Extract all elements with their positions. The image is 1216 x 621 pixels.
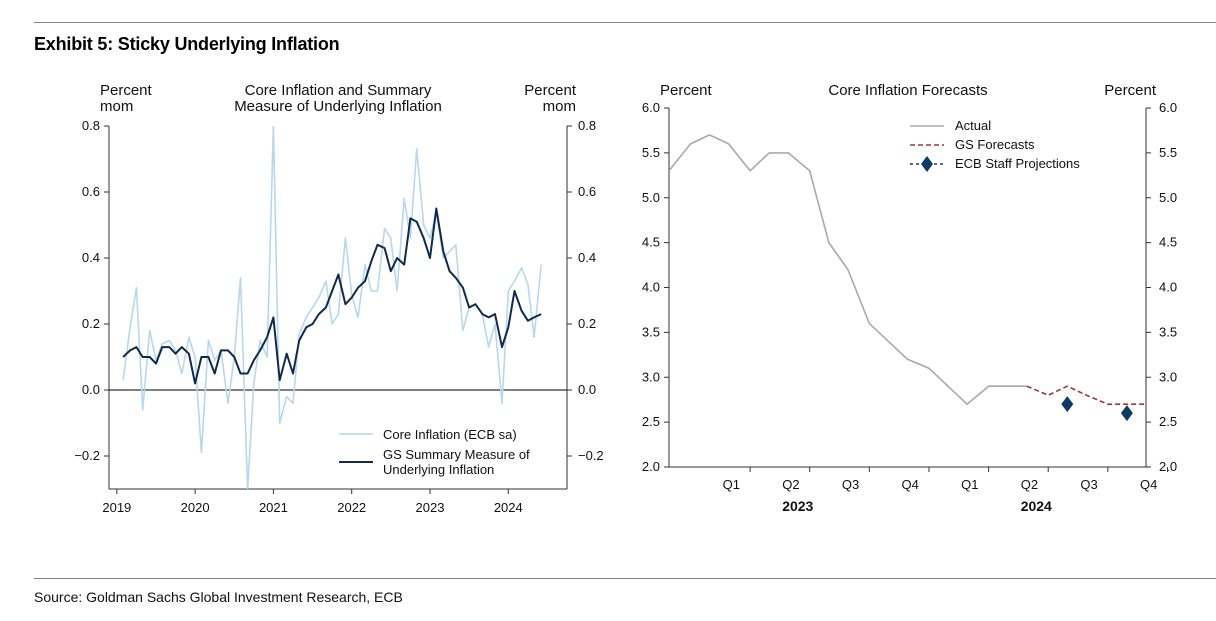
y-tick-label-right: 4.5	[1159, 235, 1177, 250]
legend-label-gs-summary: GS Summary Measure of	[383, 447, 530, 462]
legend-label-gs-forecasts: GS Forecasts	[955, 137, 1035, 152]
legend-swatch-ecb-diamond	[921, 156, 933, 172]
y-tick-label-left: 5.5	[642, 145, 660, 160]
y-tick-label-left: 2.5	[642, 414, 660, 429]
y-tick-label-left: 4.5	[642, 235, 660, 250]
x-quarter-label: Q3	[1080, 477, 1097, 492]
x-year-label: 2023	[782, 498, 813, 514]
x-quarter-label: Q4	[1140, 477, 1157, 492]
y-axis-label-left: mom	[100, 98, 133, 115]
y-tick-label-right: 2.5	[1159, 414, 1177, 429]
legend-label-actual: Actual	[955, 118, 991, 133]
y-axis-label-right: Percent	[1104, 82, 1157, 99]
y-tick-label-right: 5.0	[1159, 190, 1177, 205]
y-axis-label-right: Percent	[524, 82, 577, 99]
x-quarter-label: Q1	[961, 477, 978, 492]
bottom-rule	[34, 578, 1216, 579]
legend-label-ecb: ECB Staff Projections	[955, 156, 1080, 171]
chart-title: Measure of Underlying Inflation	[234, 98, 442, 115]
y-tick-label-right: 3.0	[1159, 369, 1177, 384]
exhibit-title: Exhibit 5: Sticky Underlying Inflation	[34, 34, 340, 54]
y-axis-label-left: Percent	[100, 82, 153, 99]
x-quarter-label: Q2	[1021, 477, 1038, 492]
series-line-actual	[669, 134, 1027, 406]
y-tick-label-right: 0.2	[578, 316, 596, 331]
x-tick-label: 2024	[494, 500, 523, 515]
y-tick-label-left: −0.2	[74, 448, 100, 463]
y-axis-label-left: Percent	[660, 82, 713, 99]
series-line-gs-summary	[122, 207, 542, 385]
y-tick-label-left: 3.0	[642, 369, 660, 384]
ecb-projection-diamond	[1120, 405, 1133, 422]
y-tick-label-right: 6.0	[1159, 100, 1177, 115]
chart-title: Core Inflation Forecasts	[828, 82, 987, 99]
y-tick-label-right: 5.5	[1159, 145, 1177, 160]
x-quarter-label: Q3	[842, 477, 859, 492]
x-tick-label: 2020	[181, 500, 210, 515]
y-axis-label-right: mom	[543, 98, 576, 115]
y-tick-label-left: 0.0	[82, 382, 100, 397]
y-tick-label-right: 0.0	[578, 382, 596, 397]
y-tick-label-left: 4.0	[642, 280, 660, 295]
x-tick-label: 2022	[337, 500, 366, 515]
y-tick-label-left: 0.4	[82, 250, 100, 265]
ecb-projection-diamond	[1061, 396, 1074, 413]
y-tick-label-left: 3.5	[642, 324, 660, 339]
y-tick-label-right: 0.8	[578, 118, 596, 133]
x-tick-label: 2023	[416, 500, 445, 515]
y-tick-label-left: 5.0	[642, 190, 660, 205]
y-tick-label-left: 0.8	[82, 118, 100, 133]
x-tick-label: 2021	[259, 500, 288, 515]
x-year-label: 2024	[1021, 498, 1052, 514]
x-quarter-label: Q2	[782, 477, 799, 492]
source-note: Source: Goldman Sachs Global Investment …	[34, 589, 403, 605]
y-tick-label-left: 2.0	[642, 459, 660, 474]
y-tick-label-right: 4.0	[1159, 280, 1177, 295]
x-quarter-label: Q1	[723, 477, 740, 492]
series-line-gs-forecasts	[1026, 385, 1146, 406]
chart-title: Core Inflation and Summary	[245, 82, 432, 99]
y-tick-label-right: 3.5	[1159, 324, 1177, 339]
y-tick-label-left: 0.6	[82, 184, 100, 199]
y-tick-label-right: 0.4	[578, 250, 596, 265]
y-tick-label-right: 0.6	[578, 184, 596, 199]
legend-label-gs-summary: Underlying Inflation	[383, 462, 494, 477]
x-tick-label: 2019	[102, 500, 131, 515]
y-tick-label-right: 2.0	[1159, 459, 1177, 474]
x-quarter-label: Q4	[902, 477, 919, 492]
top-rule	[34, 22, 1216, 23]
legend-label-core-inflation: Core Inflation (ECB sa)	[383, 427, 517, 442]
y-tick-label-left: 6.0	[642, 100, 660, 115]
y-tick-label-left: 0.2	[82, 316, 100, 331]
y-tick-label-right: −0.2	[578, 448, 604, 463]
